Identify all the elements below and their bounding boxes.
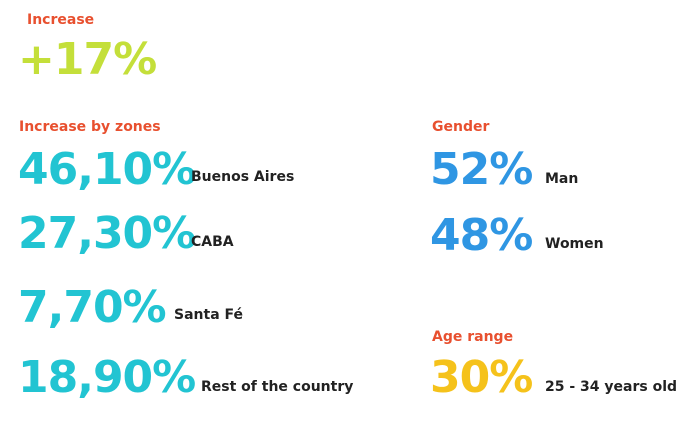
gender-name-women: Women	[545, 236, 604, 252]
zone-value-buenos-aires: 46,10%	[18, 144, 196, 195]
gender-label: Gender	[432, 119, 490, 135]
increase-value: +17%	[18, 34, 157, 85]
zone-name-buenos-aires: Buenos Aires	[191, 169, 295, 185]
gender-value-man: 52%	[430, 144, 533, 195]
zone-name-santa-fe: Santa Fé	[174, 307, 244, 323]
age-value: 30%	[430, 352, 533, 403]
increase-label: Increase	[27, 12, 95, 28]
gender-name-man: Man	[545, 171, 579, 187]
zone-value-caba: 27,30%	[18, 208, 196, 259]
zone-value-rest-of-country: 18,90%	[18, 352, 196, 403]
zone-name-caba: CABA	[191, 234, 234, 250]
gender-value-women: 48%	[430, 210, 533, 261]
age-label: Age range	[432, 329, 514, 345]
zones-label: Increase by zones	[19, 119, 161, 135]
age-name: 25 - 34 years old	[545, 379, 678, 395]
zone-value-santa-fe: 7,70%	[18, 282, 167, 333]
zone-name-rest-of-country: Rest of the country	[201, 379, 354, 395]
